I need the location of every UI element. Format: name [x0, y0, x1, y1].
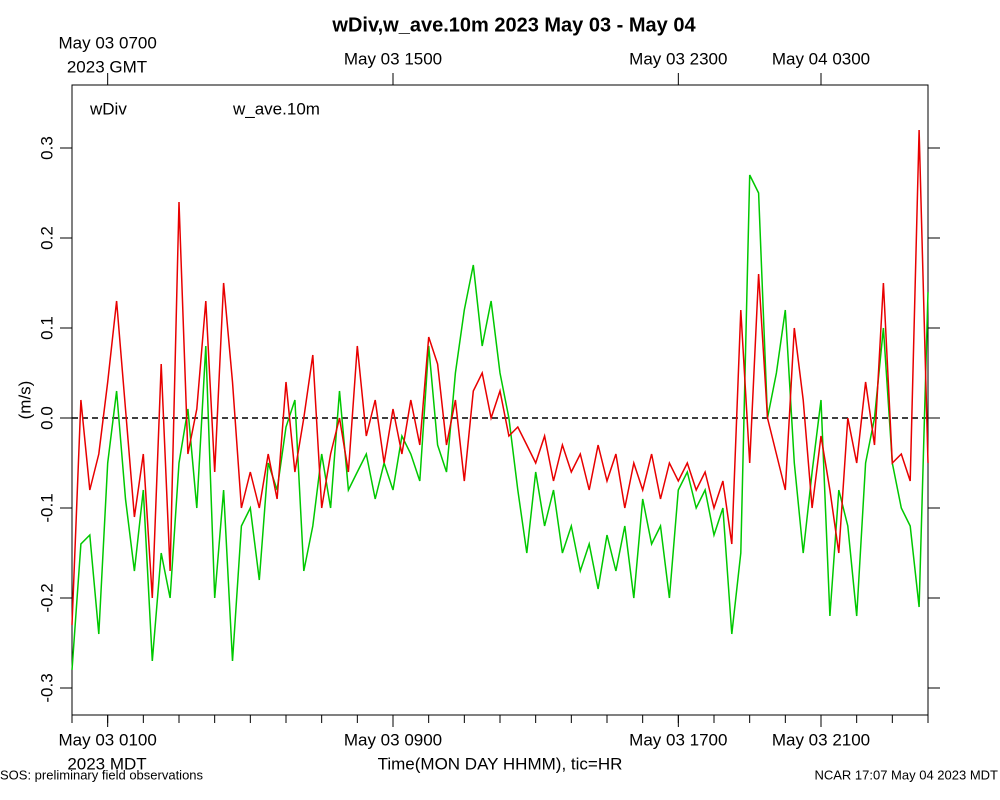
legend-label: wDiv: [89, 99, 127, 118]
y-tick-label: 0.0: [37, 406, 56, 430]
x2-tick-label: May 03 0700: [59, 33, 157, 52]
footer-right: NCAR 17:07 May 04 2023 MDT: [814, 767, 998, 782]
legend-label: w_ave.10m: [232, 99, 320, 118]
x-tick-label: May 03 1700: [629, 730, 727, 749]
footer-left: SOS: preliminary field observations: [0, 767, 204, 782]
series-line: [71, 174, 929, 671]
y-tick-label: 0.2: [37, 226, 56, 250]
x-tick-label: May 03 0900: [344, 730, 442, 749]
x-tick-label: May 03 2100: [772, 730, 870, 749]
chart-title: wDiv,w_ave.10m 2023 May 03 - May 04: [331, 14, 696, 36]
y-tick-label: 0.1: [37, 316, 56, 340]
y-axis-label: (m/s): [15, 381, 34, 420]
y-tick-label: 0.3: [37, 136, 56, 160]
y-tick-label: -0.1: [37, 493, 56, 522]
x-tick-label: May 03 0100: [59, 730, 157, 749]
x2-sublabel: 2023 GMT: [67, 57, 147, 76]
x2-tick-label: May 04 0300: [772, 49, 870, 68]
plot-frame: [71, 84, 929, 716]
series-line: [71, 129, 929, 626]
x-sublabel: 2023 MDT: [67, 754, 146, 773]
y-tick-label: -0.3: [37, 673, 56, 702]
x2-tick-label: May 03 1500: [344, 49, 442, 68]
x-axis-label: Time(MON DAY HHMM), tic=HR: [378, 754, 623, 773]
x2-tick-label: May 03 2300: [629, 49, 727, 68]
y-tick-label: -0.2: [37, 583, 56, 612]
